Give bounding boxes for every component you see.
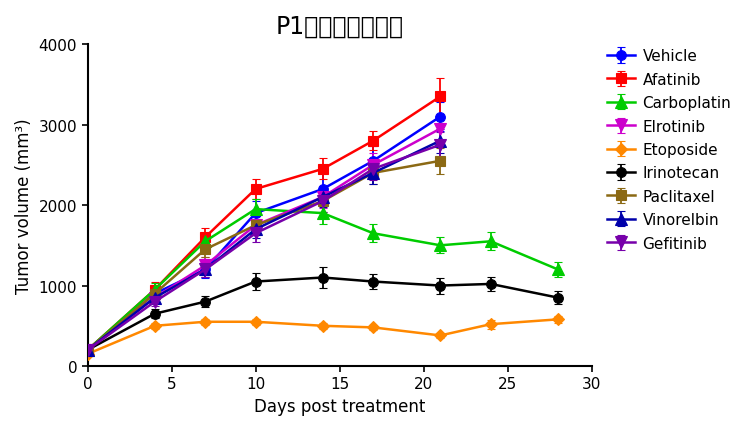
Title: P1代药效实验案例: P1代药效实验案例 — [275, 15, 404, 39]
X-axis label: Days post treatment: Days post treatment — [254, 397, 425, 415]
Y-axis label: Tumor volume (mm³): Tumor volume (mm³) — [15, 118, 33, 293]
Legend: Vehicle, Afatinib, Carboplatin, Elrotinib, Etoposide, Irinotecan, Paclitaxel, Vi: Vehicle, Afatinib, Carboplatin, Elrotini… — [604, 46, 734, 254]
